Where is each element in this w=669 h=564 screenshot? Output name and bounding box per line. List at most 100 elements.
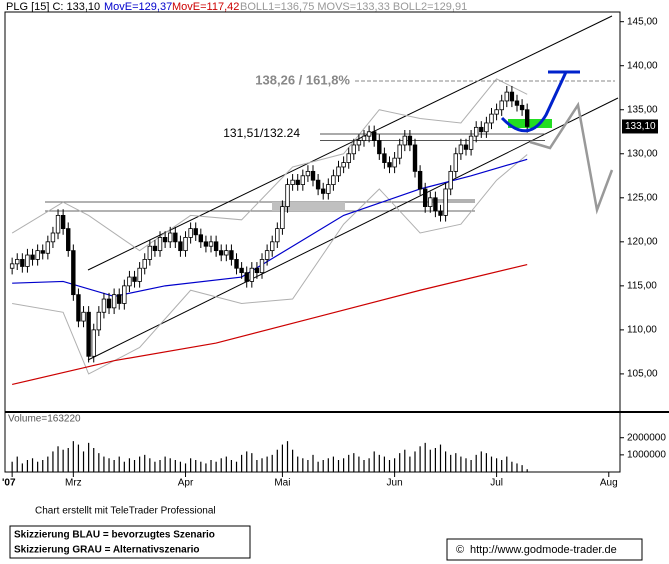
candle-body xyxy=(300,175,306,185)
candle-body xyxy=(183,237,188,252)
candle-body xyxy=(219,250,224,256)
candle-body xyxy=(489,113,494,124)
candle-body xyxy=(473,126,479,137)
candle-body xyxy=(188,228,193,238)
candle-body xyxy=(336,166,341,177)
candle-body xyxy=(71,250,76,296)
candle-body xyxy=(280,206,285,230)
candle-body xyxy=(468,135,474,150)
x-tick-label: '07 xyxy=(2,478,16,489)
candle-body xyxy=(35,250,40,260)
scenario-blue-path xyxy=(500,70,580,133)
candle-body xyxy=(178,241,183,252)
target-box xyxy=(508,119,552,128)
annotation: 138,26 / 161,8% xyxy=(255,72,350,87)
candle-body xyxy=(315,179,321,190)
candle-body xyxy=(168,232,173,243)
candle-body xyxy=(417,170,423,190)
candle-body xyxy=(239,267,244,274)
last-price-box xyxy=(622,119,658,134)
candle-body xyxy=(30,254,35,260)
candle-body xyxy=(351,144,357,155)
candle-body xyxy=(392,157,397,168)
candle-body xyxy=(422,188,428,207)
candle-body xyxy=(137,267,142,282)
candle-body xyxy=(428,197,433,207)
note: Skizzierung GRAU = Alternativszenario xyxy=(14,545,200,556)
candle-body xyxy=(157,237,163,252)
candle-body xyxy=(514,100,520,106)
candle-body xyxy=(270,241,275,252)
candle-body xyxy=(275,228,280,243)
credit: Chart erstellt mit TeleTrader Profession… xyxy=(35,506,216,517)
x-tick-label: Aug xyxy=(600,478,618,489)
candle-body xyxy=(234,259,239,269)
candle-body xyxy=(229,250,234,260)
candle-body xyxy=(15,259,20,265)
candle-body xyxy=(198,234,204,243)
candle-body xyxy=(356,140,362,146)
candle-body xyxy=(321,188,326,194)
candle-body xyxy=(147,245,153,260)
candle-body xyxy=(412,144,418,172)
candle-body xyxy=(60,215,66,230)
x-tick-label: Mrz xyxy=(65,478,82,489)
candle-body xyxy=(40,250,45,254)
y-tick-label: 110,00 xyxy=(627,325,657,336)
candle-body xyxy=(20,259,25,267)
y-tick-label: 120,00 xyxy=(627,236,658,247)
candle-body xyxy=(86,311,91,357)
candle-body xyxy=(402,135,408,146)
y-tick-label: 130,00 xyxy=(627,148,658,159)
candle-body xyxy=(101,298,107,313)
candle-body xyxy=(509,91,515,102)
bollinger-upper xyxy=(11,78,528,252)
volume-tick-label: 1000000 xyxy=(627,449,666,460)
copyright: © xyxy=(456,544,464,556)
volume-label: Volume=163220 xyxy=(8,414,81,425)
candle-body xyxy=(127,276,132,287)
candle-body xyxy=(453,153,458,172)
candle-body xyxy=(377,140,382,155)
url: http://www.godmode-trader.de xyxy=(470,544,617,556)
candle-body xyxy=(224,250,229,256)
candle-body xyxy=(76,294,81,322)
candle-body xyxy=(382,153,387,163)
candle-body xyxy=(341,162,346,168)
candle-body xyxy=(66,228,71,252)
candle-body xyxy=(504,91,509,102)
y-tick-label: 105,00 xyxy=(627,369,658,380)
candle-body xyxy=(433,197,438,212)
candle-body xyxy=(372,131,377,141)
annotation: 131,51/132.24 xyxy=(223,126,300,140)
candle-body xyxy=(463,144,469,150)
candle-body xyxy=(331,175,336,185)
x-tick-label: Jul xyxy=(490,478,503,489)
candle-body xyxy=(132,276,137,282)
candle-body xyxy=(519,104,525,111)
moving-average xyxy=(12,263,528,386)
candle-body xyxy=(443,188,448,216)
candle-body xyxy=(361,135,367,141)
candle-body xyxy=(484,122,489,133)
candle-body xyxy=(407,135,413,146)
candle-body xyxy=(310,170,316,181)
legend-entry: MovE=117,42 xyxy=(172,1,239,13)
candle-body xyxy=(397,144,402,159)
channel-line xyxy=(87,97,619,361)
last-price-label: 133,10 xyxy=(625,121,656,132)
candle-body xyxy=(346,153,351,163)
y-tick-label: 135,00 xyxy=(627,104,658,115)
candle-body xyxy=(305,170,311,177)
candle-body xyxy=(438,210,443,216)
candle-body xyxy=(458,144,464,155)
candle-body xyxy=(499,100,504,111)
candle-body xyxy=(295,179,300,185)
legend-entry: MovE=129,37 xyxy=(104,1,172,13)
candle-body xyxy=(50,232,56,243)
candle-body xyxy=(162,237,168,243)
candle-body xyxy=(173,232,178,243)
y-tick-label: 145,00 xyxy=(627,16,658,27)
